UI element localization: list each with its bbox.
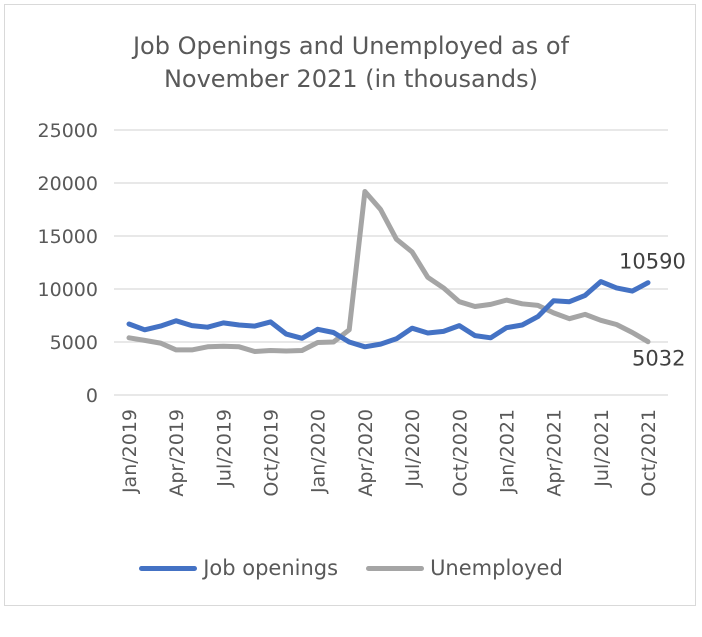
gridlines bbox=[114, 129, 668, 396]
series-lines bbox=[126, 189, 651, 354]
y-tick-label: 5000 bbox=[50, 332, 98, 354]
series-line-unemployed bbox=[126, 189, 651, 354]
y-axis-tick-labels: 0 5000 10000 15000 20000 25000 bbox=[38, 120, 98, 407]
end-label-unemployed: 5032 bbox=[632, 347, 685, 371]
x-tick-label: Oct/2020 bbox=[449, 409, 471, 497]
y-tick-label: 10000 bbox=[38, 279, 98, 301]
legend-swatch-job-openings bbox=[139, 565, 198, 571]
legend-label-unemployed: Unemployed bbox=[430, 556, 563, 580]
x-tick-label: Apr/2020 bbox=[355, 409, 377, 497]
legend-item-unemployed: Unemployed bbox=[366, 556, 563, 580]
chart-title-line-1: Job Openings and Unemployed as of bbox=[132, 32, 570, 60]
x-tick-label: Jan/2020 bbox=[308, 409, 330, 494]
series-line-job-openings bbox=[126, 279, 651, 350]
x-tick-label: Jan/2019 bbox=[119, 409, 141, 494]
legend-label-job-openings: Job openings bbox=[203, 556, 339, 580]
y-tick-label: 25000 bbox=[38, 120, 98, 142]
x-tick-label: Jul/2021 bbox=[591, 409, 613, 488]
x-axis-tick-labels: Jan/2019 Apr/2019 Jul/2019 Oct/2019 Jan/2020… bbox=[119, 409, 660, 497]
x-tick-label: Jan/2021 bbox=[496, 409, 518, 494]
chart-title-line-2: November 2021 (in thousands) bbox=[163, 65, 539, 93]
x-tick-label: Oct/2019 bbox=[261, 409, 283, 497]
x-tick-label: Jul/2020 bbox=[402, 409, 424, 488]
x-tick-label: Apr/2019 bbox=[166, 409, 188, 497]
legend: Job openings Unemployed bbox=[0, 553, 702, 583]
y-tick-label: 15000 bbox=[38, 226, 98, 248]
legend-swatch-unemployed bbox=[366, 565, 425, 571]
end-label-job-openings: 10590 bbox=[619, 250, 686, 274]
x-tick-label: Jul/2019 bbox=[213, 409, 235, 488]
x-tick-label: Apr/2021 bbox=[544, 409, 566, 497]
y-tick-label: 0 bbox=[86, 385, 98, 407]
y-tick-label: 20000 bbox=[38, 173, 98, 195]
x-tick-label: Oct/2021 bbox=[638, 409, 660, 497]
legend-item-job-openings: Job openings bbox=[139, 556, 338, 580]
end-labels: 10590 5032 bbox=[619, 250, 686, 371]
chart-title: Job Openings and Unemployed as of Novemb… bbox=[0, 30, 702, 96]
